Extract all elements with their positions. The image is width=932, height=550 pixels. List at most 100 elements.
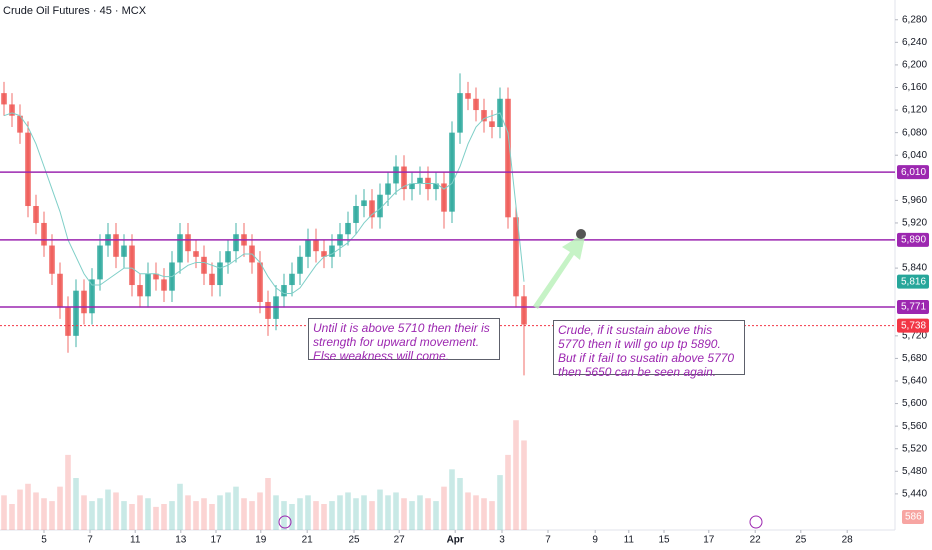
y-tick-label: 5,520 (902, 443, 927, 454)
y-tick-label: 5,640 (902, 376, 927, 387)
price-label: 6,010 (901, 167, 926, 178)
x-tick-label: 11 (624, 535, 635, 546)
y-tick-label: 5,600 (902, 398, 927, 409)
volume-bar (137, 495, 143, 530)
x-tick-label: 19 (255, 535, 267, 546)
candle-body (265, 301, 271, 319)
volume-bar (425, 498, 431, 530)
volume-bar (409, 501, 415, 530)
volume-bar (449, 469, 455, 530)
volume-bar (433, 501, 439, 530)
x-tick-label: 11 (130, 535, 141, 546)
volume-bar (377, 489, 383, 530)
volume-bar (161, 504, 167, 530)
price-label-box (897, 300, 929, 315)
price-label-box (897, 274, 929, 289)
volume-bar (97, 498, 103, 530)
volume-label-box (902, 510, 924, 524)
candle-body (297, 256, 303, 274)
y-tick-label: 5,480 (902, 466, 927, 477)
icon (278, 515, 292, 529)
volume-bar (401, 498, 407, 530)
volume-bar (145, 498, 151, 530)
volume-label: 586 (905, 512, 922, 523)
price-label: 5,816 (901, 276, 926, 287)
volume-bar (177, 483, 183, 530)
candle-body (489, 121, 495, 127)
volume-bar (457, 478, 463, 530)
volume-bar (313, 501, 319, 530)
volume-bar (305, 495, 311, 530)
candle-body (305, 239, 311, 257)
moving-average (3, 112, 525, 295)
candle-body (257, 262, 263, 302)
candle-body (417, 177, 423, 184)
candle-body (505, 98, 511, 218)
candle-body (329, 245, 335, 257)
volume-bar (417, 495, 423, 530)
volume-bar (289, 504, 295, 530)
y-tick-label: 5,840 (902, 263, 927, 274)
candle-body (57, 273, 63, 308)
candle-body (129, 245, 135, 286)
x-tick-label: 7 (545, 535, 551, 546)
volume-bar (369, 501, 375, 530)
candle-body (97, 245, 103, 280)
volume-bar (481, 498, 487, 530)
x-tick-label: 22 (750, 535, 762, 546)
x-tick-label: 28 (842, 535, 854, 546)
volume-bar (65, 454, 71, 530)
candle-body (137, 285, 143, 297)
candle-body (465, 93, 471, 99)
candle-body (441, 183, 447, 212)
candle-body (377, 194, 383, 218)
y-tick-label: 5,720 (902, 330, 927, 341)
x-tick-label: 25 (348, 535, 360, 546)
annotation: Crude, if it sustain above this 5770 the… (553, 320, 745, 379)
y-tick-label: 6,240 (902, 37, 927, 48)
candle-body (281, 285, 287, 297)
volume-bar (257, 492, 263, 530)
volume-bar (505, 454, 511, 530)
y-tick-label: 6,200 (902, 60, 927, 71)
candle-body (153, 273, 159, 280)
candle-body (1, 93, 7, 105)
volume-bar (265, 478, 271, 530)
x-tick-label: 3 (499, 535, 505, 546)
price-label-box (897, 165, 929, 180)
price-label: 5,738 (901, 320, 926, 331)
volume-bar (249, 501, 255, 530)
volume-bar (297, 498, 303, 530)
x-tick-label: 15 (658, 535, 670, 546)
volume-bar (209, 504, 215, 530)
volume-bar (9, 504, 15, 530)
volume-bar (153, 506, 159, 530)
icon (576, 229, 586, 239)
volume-bar (385, 495, 391, 530)
volume-bar (57, 486, 63, 530)
candle-body (433, 183, 439, 190)
x-tick-label: 13 (175, 535, 187, 546)
volume-bar (185, 495, 191, 530)
volume-bar (105, 489, 111, 530)
x-tick-label: 17 (703, 535, 715, 546)
candle-body (345, 222, 351, 235)
candle-body (33, 206, 39, 223)
volume-bar (17, 489, 23, 530)
x-tick-label: 27 (394, 535, 406, 546)
candle-body (409, 183, 415, 190)
price-label: 5,771 (901, 302, 926, 313)
candle-body (121, 245, 127, 257)
candle-body (233, 234, 239, 252)
volume-bar (201, 498, 207, 530)
x-tick-label: 7 (87, 535, 93, 546)
volume-bar (489, 501, 495, 530)
x-tick-label: 17 (210, 535, 222, 546)
volume-bar (273, 495, 279, 530)
candle-body (65, 307, 71, 336)
candle-body (17, 115, 23, 133)
candle-body (81, 290, 87, 314)
candle-body (361, 200, 367, 207)
candle-body (321, 251, 327, 257)
volume-bar (169, 501, 175, 530)
